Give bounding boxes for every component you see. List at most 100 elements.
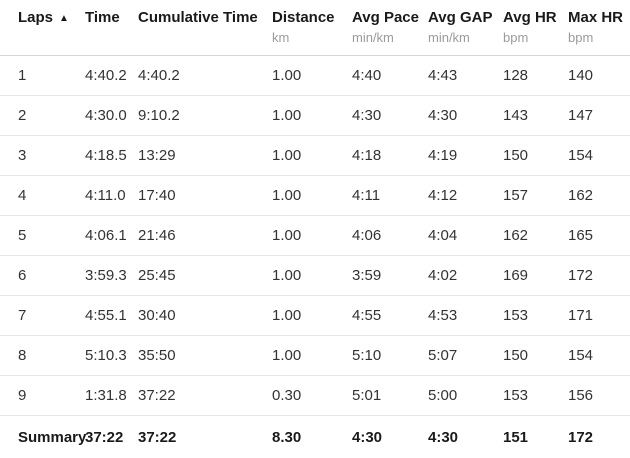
table-row: 4 4:11.0 17:40 1.00 4:11 4:12 157 162: [0, 176, 630, 216]
cell-avg-hr: 169: [503, 267, 529, 284]
cell-time: 4:55.1: [85, 307, 127, 324]
cell-laps: 4: [18, 187, 27, 204]
column-label: Max HR: [568, 9, 624, 26]
cell-time: 4:11.0: [85, 187, 126, 204]
table-row: 9 1:31.8 37:22 0.30 5:01 5:00 153 156: [0, 376, 630, 416]
cell-avg-gap: 4:04: [428, 227, 458, 244]
cell-max-hr: 171: [568, 307, 594, 324]
table-row: 1 4:40.2 4:40.2 1.00 4:40 4:43 128 140: [0, 56, 630, 96]
column-label: Avg HR: [503, 9, 557, 26]
table-row: 3 4:18.5 13:29 1.00 4:18 4:19 150 154: [0, 136, 630, 176]
column-label: Time: [85, 9, 120, 26]
cell-avg-gap: 5:00: [428, 387, 458, 404]
column-header-max-hr[interactable]: Max HR bpm: [568, 8, 630, 55]
summary-cell-distance: 8.30: [272, 428, 302, 446]
column-header-laps[interactable]: Laps ▲: [18, 8, 85, 55]
cell-avg-hr: 157: [503, 187, 529, 204]
summary-cell-max-hr: 172: [568, 428, 594, 446]
cell-avg-hr: 150: [503, 347, 529, 364]
cell-distance: 1.00: [272, 147, 302, 164]
cell-laps: 7: [18, 307, 27, 324]
cell-laps: 9: [18, 387, 27, 404]
column-label: Distance: [272, 9, 335, 26]
cell-laps: 3: [18, 147, 27, 164]
cell-avg-pace: 5:01: [352, 387, 382, 404]
column-label: Laps ▲: [18, 9, 69, 26]
summary-cell-avg-gap: 4:30: [428, 428, 459, 446]
cell-max-hr: 156: [568, 387, 594, 404]
table-header-row: Laps ▲ Time Cumulative Time Distance km A…: [0, 0, 630, 56]
cell-avg-pace: 4:55: [352, 307, 382, 324]
cell-distance: 0.30: [272, 387, 302, 404]
cell-max-hr: 147: [568, 107, 594, 124]
cell-max-hr: 154: [568, 347, 594, 364]
cell-laps: 8: [18, 347, 27, 364]
cell-avg-gap: 4:43: [428, 67, 458, 84]
cell-avg-pace: 5:10: [352, 347, 382, 364]
cell-avg-pace: 4:30: [352, 107, 382, 124]
cell-avg-gap: 4:02: [428, 267, 458, 284]
cell-laps: 1: [18, 67, 27, 84]
cell-max-hr: 165: [568, 227, 594, 244]
column-header-avg-hr[interactable]: Avg HR bpm: [503, 8, 568, 55]
cell-distance: 1.00: [272, 107, 302, 124]
cell-avg-hr: 128: [503, 67, 529, 84]
cell-time: 5:10.3: [85, 347, 127, 364]
cell-distance: 1.00: [272, 187, 302, 204]
table-row: 7 4:55.1 30:40 1.00 4:55 4:53 153 171: [0, 296, 630, 336]
cell-max-hr: 172: [568, 267, 594, 284]
summary-cell-laps: Summary: [18, 428, 87, 446]
column-unit: min/km: [428, 30, 470, 45]
cell-avg-gap: 4:30: [428, 107, 458, 124]
cell-time: 4:06.1: [85, 227, 127, 244]
cell-cumulative-time: 35:50: [138, 347, 176, 364]
cell-cumulative-time: 25:45: [138, 267, 176, 284]
column-header-cumulative-time[interactable]: Cumulative Time: [138, 8, 272, 55]
table-row: 8 5:10.3 35:50 1.00 5:10 5:07 150 154: [0, 336, 630, 376]
cell-distance: 1.00: [272, 267, 302, 284]
column-label: Avg Pace: [352, 9, 419, 26]
summary-cell-avg-pace: 4:30: [352, 428, 383, 446]
summary-cell-time: 37:22: [85, 428, 124, 446]
cell-time: 4:30.0: [85, 107, 127, 124]
cell-avg-hr: 150: [503, 147, 529, 164]
column-header-time[interactable]: Time: [85, 8, 138, 55]
cell-time: 4:18.5: [85, 147, 127, 164]
cell-cumulative-time: 17:40: [138, 187, 176, 204]
cell-avg-pace: 4:06: [352, 227, 382, 244]
cell-time: 4:40.2: [85, 67, 127, 84]
cell-avg-gap: 4:19: [428, 147, 458, 164]
cell-avg-hr: 162: [503, 227, 529, 244]
column-header-avg-pace[interactable]: Avg Pace min/km: [352, 8, 428, 55]
cell-avg-pace: 4:11: [352, 187, 381, 204]
cell-distance: 1.00: [272, 67, 302, 84]
column-unit: bpm: [568, 30, 594, 45]
cell-avg-hr: 143: [503, 107, 529, 124]
column-header-avg-gap[interactable]: Avg GAP min/km: [428, 8, 503, 55]
cell-max-hr: 140: [568, 67, 594, 84]
summary-cell-avg-hr: 151: [503, 428, 529, 446]
summary-cell-cumulative-time: 37:22: [138, 428, 177, 446]
column-header-distance[interactable]: Distance km: [272, 8, 352, 55]
cell-avg-hr: 153: [503, 387, 529, 404]
cell-distance: 1.00: [272, 347, 302, 364]
column-unit: km: [272, 30, 290, 45]
cell-avg-gap: 5:07: [428, 347, 458, 364]
cell-cumulative-time: 37:22: [138, 387, 176, 404]
cell-laps: 6: [18, 267, 27, 284]
cell-avg-hr: 153: [503, 307, 529, 324]
cell-cumulative-time: 9:10.2: [138, 107, 180, 124]
sort-ascending-icon: ▲: [59, 13, 69, 24]
column-label: Cumulative Time: [138, 9, 258, 26]
cell-cumulative-time: 21:46: [138, 227, 176, 244]
cell-cumulative-time: 30:40: [138, 307, 176, 324]
cell-distance: 1.00: [272, 227, 302, 244]
cell-laps: 5: [18, 227, 27, 244]
cell-cumulative-time: 4:40.2: [138, 67, 180, 84]
cell-distance: 1.00: [272, 307, 302, 324]
summary-row: Summary 37:22 37:22 8.30 4:30 4:30 151 1…: [0, 416, 630, 458]
cell-max-hr: 154: [568, 147, 594, 164]
cell-max-hr: 162: [568, 187, 594, 204]
table-row: 6 3:59.3 25:45 1.00 3:59 4:02 169 172: [0, 256, 630, 296]
cell-time: 3:59.3: [85, 267, 127, 284]
